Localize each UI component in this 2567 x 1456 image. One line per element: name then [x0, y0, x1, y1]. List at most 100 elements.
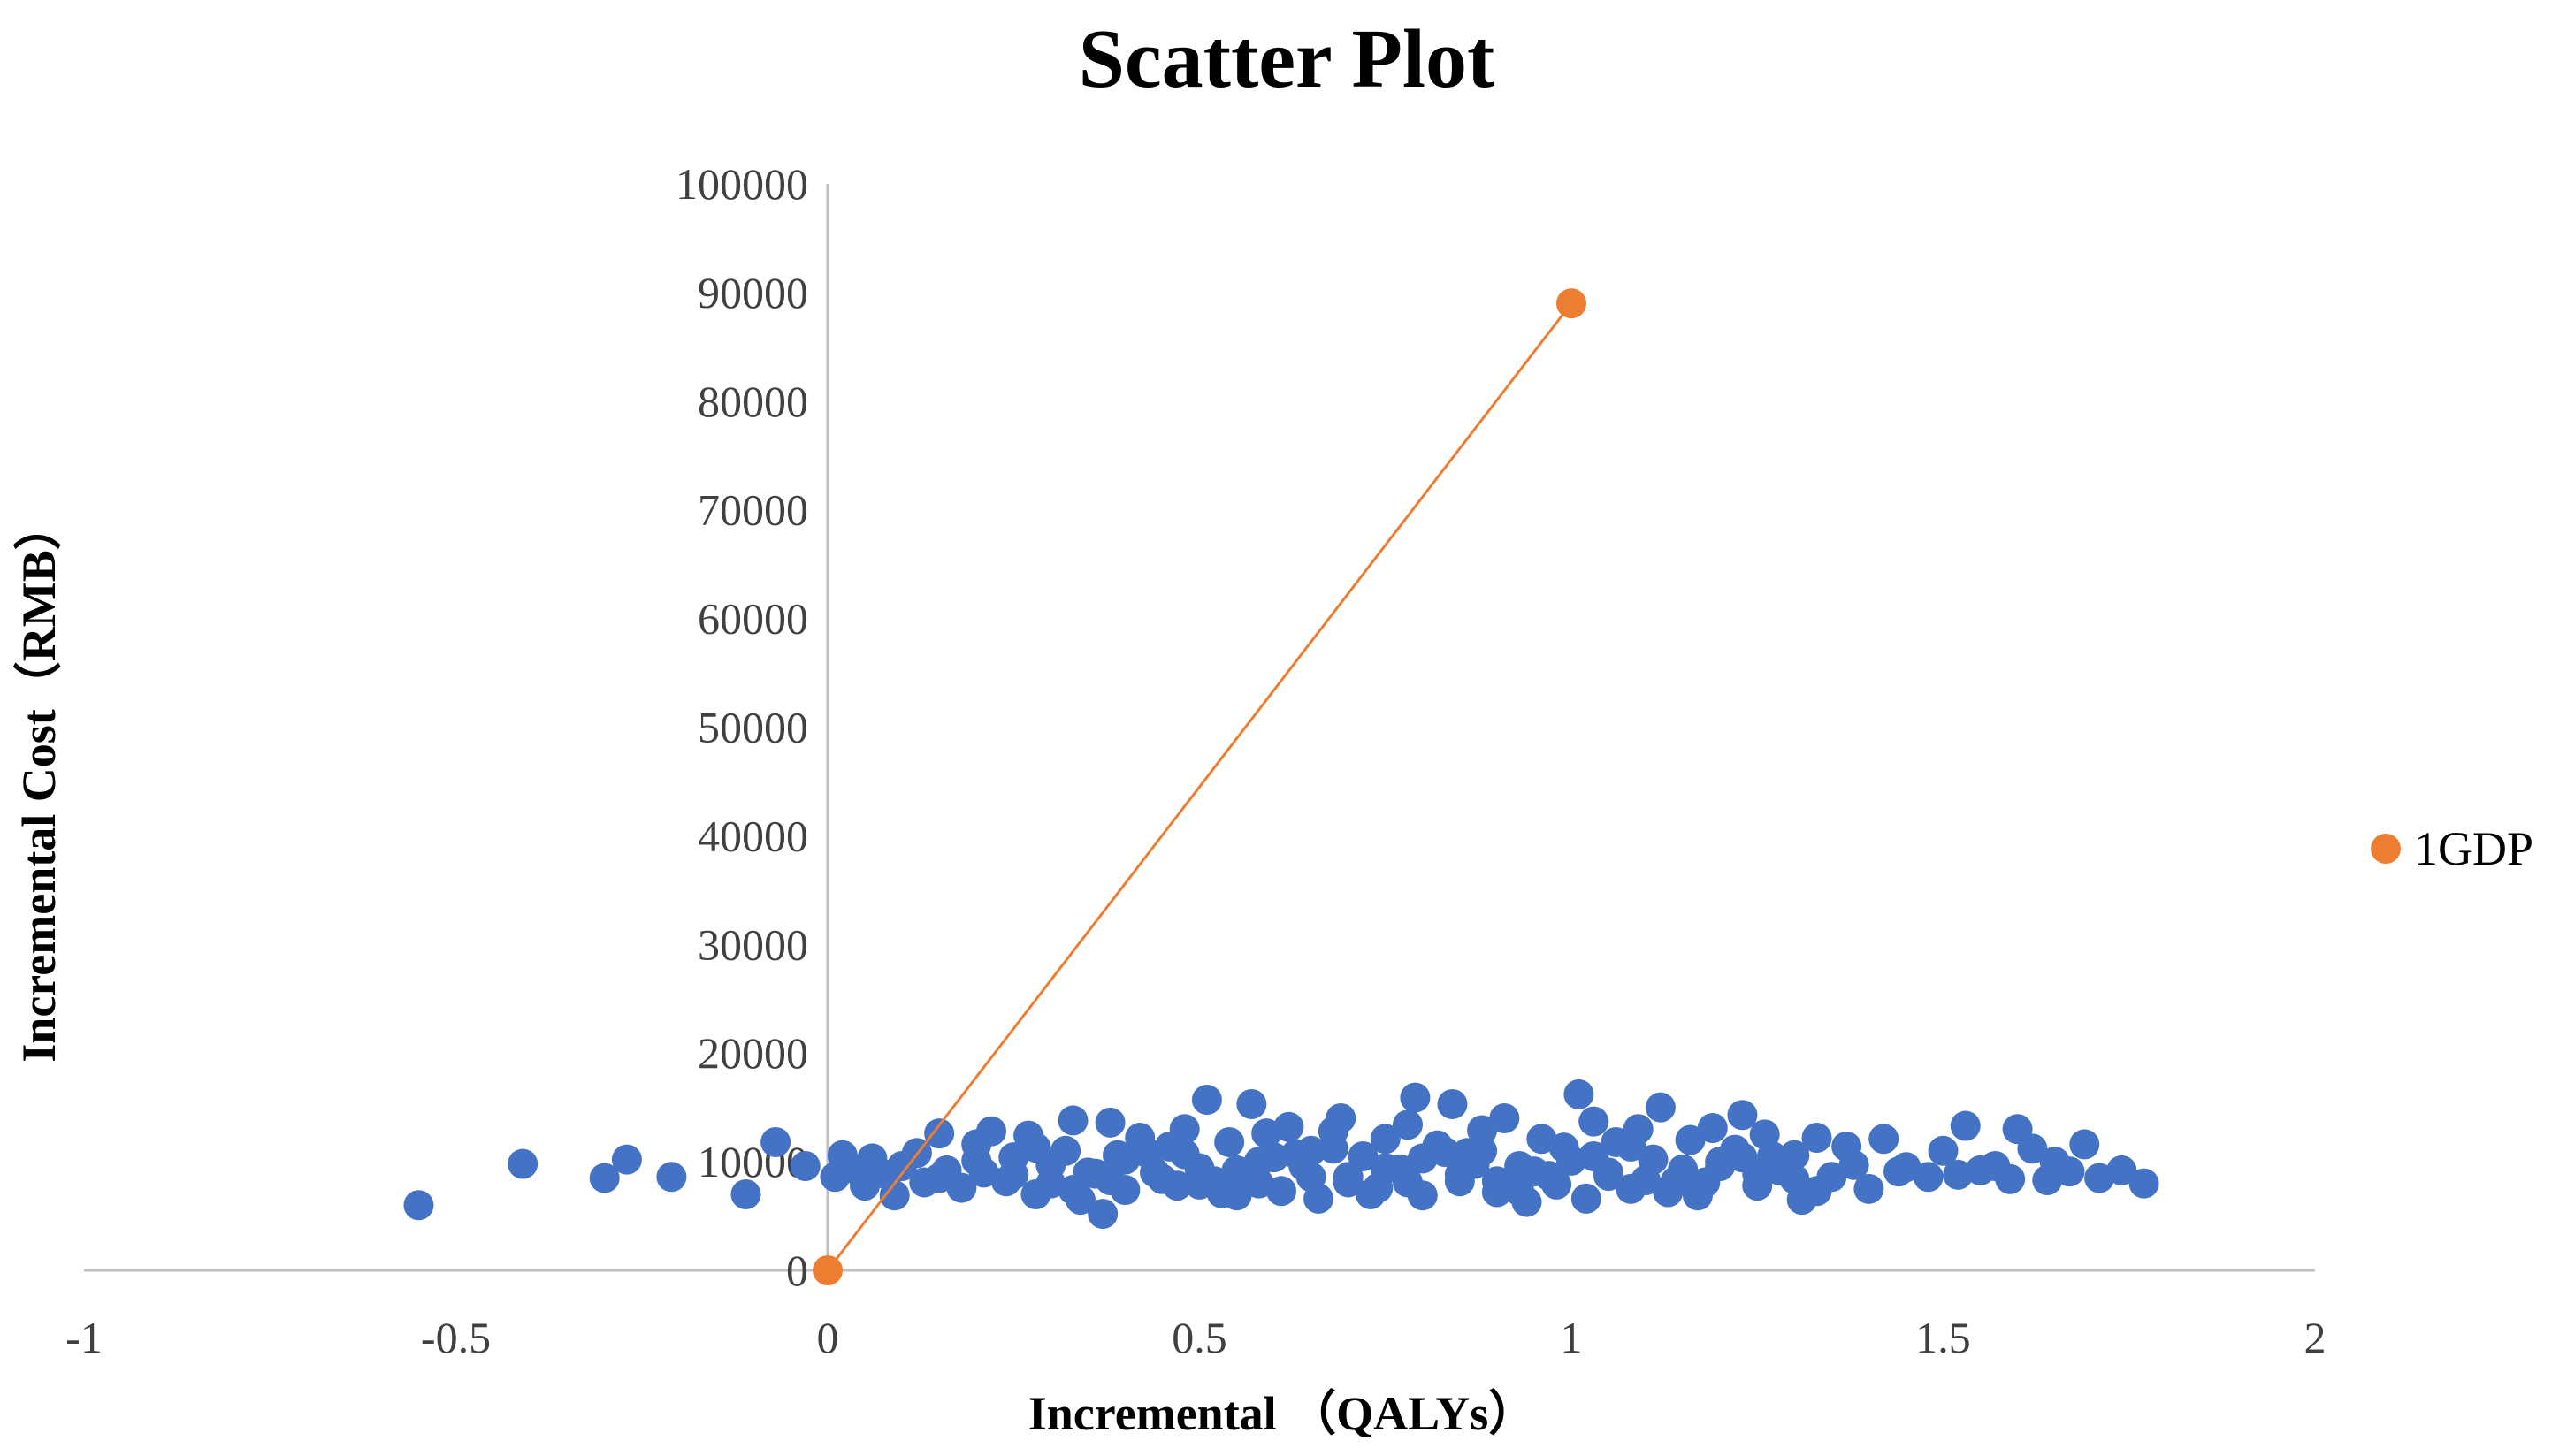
y-tick-label: 40000 [698, 811, 808, 860]
scatter-point [1058, 1175, 1089, 1206]
scatter-point [1570, 1183, 1601, 1214]
scatter-point [1095, 1164, 1126, 1195]
scatter-point [1541, 1169, 1572, 1200]
axes [84, 184, 2315, 1272]
scatter-point [1370, 1124, 1401, 1155]
x-tick-label: 2 [2304, 1313, 2326, 1362]
scatter-point [961, 1145, 992, 1176]
x-tick-label: 0 [817, 1313, 839, 1362]
scatter-point [1318, 1133, 1348, 1164]
x-tick-label: 0.5 [1172, 1313, 1227, 1362]
scatter-point [1326, 1102, 1356, 1133]
scatter-point [1943, 1159, 1974, 1190]
scatter-point [1757, 1140, 1788, 1171]
y-tick-labels: 0100002000030000400005000060000700008000… [676, 159, 808, 1295]
x-tick-label: 1 [1561, 1313, 1583, 1362]
scatter-point [1333, 1167, 1364, 1198]
scatter-point [1779, 1163, 1810, 1194]
scatter-point [760, 1126, 791, 1157]
x-tick-label: -0.5 [421, 1313, 491, 1362]
scatter-point [1020, 1132, 1051, 1163]
scatter-point [1801, 1176, 1832, 1207]
x-tick-label: 1.5 [1915, 1313, 1971, 1362]
scatter-point [1400, 1082, 1431, 1113]
scatter-point [1697, 1113, 1728, 1144]
scatter-point [1705, 1147, 1736, 1178]
scatter-point [1280, 1139, 1311, 1170]
gdp-point [813, 1255, 843, 1285]
y-tick-label: 70000 [698, 485, 808, 535]
scatter-point [1370, 1153, 1401, 1184]
scatter-point [1258, 1142, 1289, 1173]
scatter-point [2106, 1155, 2137, 1185]
scatter-point [1191, 1085, 1222, 1116]
scatter-point [1504, 1176, 1535, 1207]
scatter-point [1295, 1162, 1326, 1193]
scatter-point [1668, 1154, 1699, 1185]
gdp-line [826, 302, 1573, 1271]
scatter-point [1095, 1107, 1126, 1138]
scatter-point [1467, 1115, 1498, 1146]
scatter-point [1727, 1142, 1758, 1173]
scatter-point [1950, 1110, 1981, 1141]
scatter-point [656, 1162, 687, 1193]
y-tick-label: 80000 [698, 377, 808, 426]
gdp-series [813, 288, 1586, 1285]
y-axis-label: Incremental Cost（RMB） [12, 502, 65, 1062]
scatter-point [1913, 1162, 1944, 1193]
scatter-point [879, 1180, 910, 1211]
scatter-point [1995, 1163, 2026, 1194]
scatter-point [1221, 1155, 1252, 1185]
scatter-point [1459, 1148, 1490, 1179]
scatter-point [1169, 1139, 1200, 1170]
scatter-point [2017, 1133, 2048, 1164]
scatter-points [403, 1079, 2159, 1230]
scatter-point [1563, 1079, 1594, 1109]
scatter-point [1236, 1088, 1267, 1119]
scatter-point [508, 1148, 539, 1179]
scatter-point [1653, 1177, 1684, 1208]
scatter-point [1631, 1164, 1662, 1195]
scatter-point [1392, 1109, 1423, 1140]
scatter-point [1578, 1106, 1609, 1137]
scatter-point [611, 1144, 642, 1175]
scatter-point [1088, 1199, 1119, 1230]
chart-title: Scatter Plot [1079, 13, 1495, 105]
scatter-point [1838, 1149, 1869, 1180]
scatter-point [1556, 1145, 1586, 1176]
scatter-point [850, 1157, 881, 1188]
scatter-point [1578, 1140, 1609, 1171]
scatter-point [1928, 1135, 1959, 1166]
x-tick-labels: -1 -0.5 0 0.5 1 1.5 2 [65, 1313, 2326, 1362]
scatter-point [1779, 1140, 1810, 1170]
scatter-point [924, 1118, 955, 1149]
scatter-point [2069, 1129, 2100, 1160]
scatter-point [1690, 1167, 1721, 1198]
scatter-point [1348, 1140, 1379, 1171]
scatter-point [1058, 1105, 1089, 1136]
scatter-point [1801, 1123, 1832, 1154]
scatter-point [998, 1159, 1029, 1190]
x-axis-label: Incremental （QALYs） [1028, 1387, 1537, 1440]
scatter-point [589, 1163, 620, 1193]
scatter-point [790, 1151, 821, 1182]
legend-label-1gdp: 1GDP [2414, 822, 2533, 875]
legend-marker-1gdp [2371, 834, 2401, 864]
scatter-point [1214, 1126, 1245, 1157]
scatter-point [1853, 1173, 1884, 1204]
y-tick-label: 30000 [698, 919, 808, 969]
scatter-point [1392, 1167, 1423, 1198]
legend: 1GDP [2371, 822, 2533, 875]
scatter-point [1355, 1178, 1386, 1209]
scatter-point [1868, 1124, 1899, 1155]
scatter-point [1430, 1137, 1461, 1168]
y-tick-label: 60000 [698, 594, 808, 644]
scatter-point [1206, 1178, 1237, 1208]
scatter-point [1645, 1092, 1676, 1123]
scatter-point [1675, 1124, 1706, 1155]
y-tick-label: 100000 [676, 159, 808, 209]
scatter-point [1616, 1131, 1646, 1162]
scatter-point [1727, 1100, 1758, 1131]
scatter-point [924, 1163, 955, 1193]
